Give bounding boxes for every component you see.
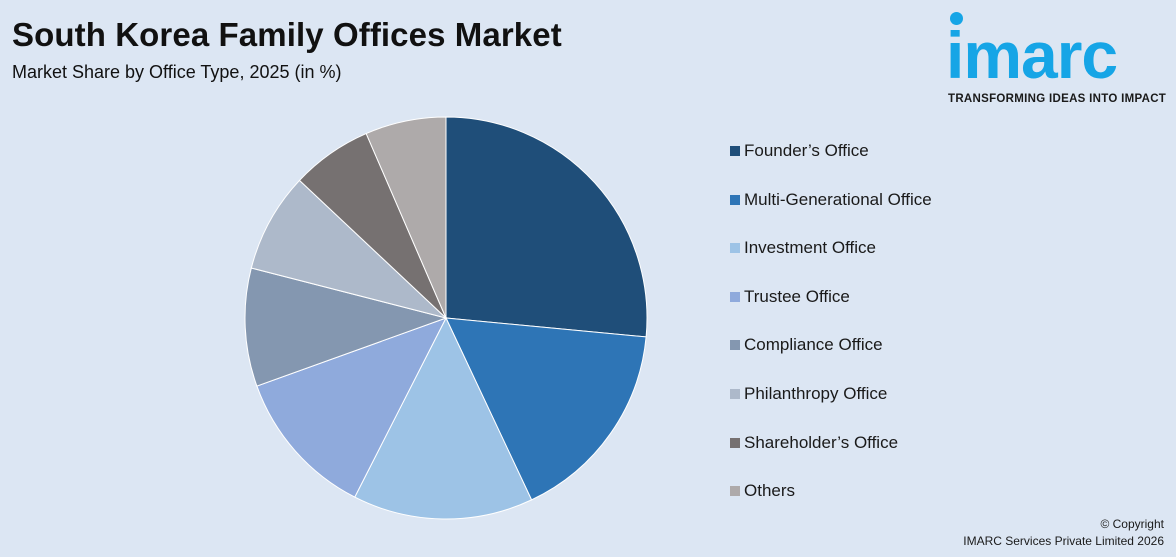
legend-label: Others — [744, 481, 796, 501]
legend-label: Founder’s Office — [744, 141, 869, 160]
legend-swatch — [730, 340, 740, 351]
legend-swatch — [730, 243, 740, 254]
logo-tagline: TRANSFORMING IDEAS INTO IMPACT — [948, 93, 1167, 105]
legend-label: Compliance Office — [744, 335, 883, 355]
pie-slice-multi-generational-office — [445, 317, 647, 501]
pie-slice-investment-office — [354, 316, 533, 520]
pie-slice-philanthropy-office — [250, 179, 447, 319]
logo-wordmark: imarc — [946, 18, 1118, 92]
legend-label: Shareholder’s Office — [744, 432, 899, 452]
legend-swatch — [730, 437, 740, 448]
legend-swatch — [730, 146, 740, 156]
copyright-line-2: IMARC Services Private Limited 2026 — [963, 534, 1164, 548]
pie-slice-founder-s-office — [445, 116, 648, 338]
legend-swatch — [730, 486, 740, 497]
pie-slice-trustee-office — [256, 317, 448, 498]
legend-label: Investment Office — [744, 238, 876, 258]
pie-chart — [244, 116, 648, 520]
imarc-logo: imarc TRANSFORMING IDEAS INTO IMPACT — [946, 12, 1174, 112]
copyright-notice: © Copyright IMARC Services Private Limit… — [963, 516, 1164, 550]
logo-dot-icon — [950, 12, 963, 25]
copyright-line-1: © Copyright — [1100, 517, 1164, 531]
legend-swatch — [730, 291, 740, 302]
legend-swatch — [730, 194, 740, 205]
legend-label: Trustee Office — [744, 286, 850, 306]
chart-subtitle: Market Share by Office Type, 2025 (in %) — [12, 62, 342, 82]
legend-label: Multi-Generational Office — [744, 189, 932, 209]
legend-label: Philanthropy Office — [744, 383, 888, 403]
legend-swatch — [730, 388, 740, 399]
chart-title: South Korea Family Offices Market — [12, 16, 562, 53]
pie-slice-others — [365, 116, 447, 319]
pie-slice-compliance-office — [244, 267, 448, 387]
